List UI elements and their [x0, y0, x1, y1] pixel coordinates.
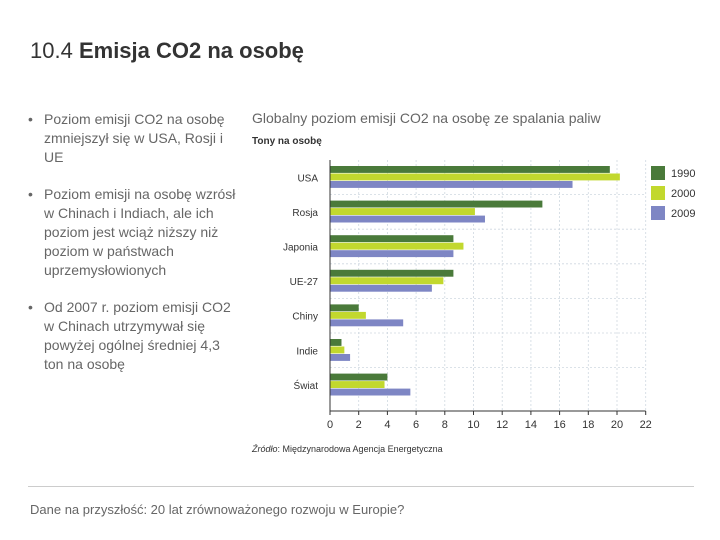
bar — [330, 373, 388, 381]
legend-swatch — [651, 186, 665, 200]
bullet-item: Poziom emisji CO2 na osobę zmniejszył si… — [28, 110, 240, 167]
bar — [330, 200, 543, 208]
bar — [330, 250, 454, 258]
x-tick-label: 8 — [442, 419, 448, 431]
x-tick-label: 16 — [553, 419, 565, 431]
bar — [330, 319, 404, 327]
x-tick-label: 20 — [611, 419, 623, 431]
bullet-item: Od 2007 r. poziom emisji CO2 w Chinach u… — [28, 298, 240, 374]
bar — [330, 215, 485, 223]
slide-title-number: 10.4 — [30, 38, 73, 63]
bullet-list: Poziom emisji CO2 na osobę zmniejszył si… — [28, 110, 240, 392]
source-text: : Międzynarodowa Agencja Energetyczna — [277, 444, 443, 454]
chart-title: Globalny poziom emisji CO2 na osobę ze s… — [252, 110, 601, 126]
x-tick-label: 14 — [525, 419, 537, 431]
category-label: Rosja — [292, 208, 318, 219]
slide-title: 10.4 Emisja CO2 na osobę — [30, 38, 304, 64]
bar — [330, 173, 620, 181]
category-label: USA — [297, 173, 318, 184]
bar — [330, 181, 573, 188]
footer-divider — [28, 486, 694, 487]
category-label: Japonia — [283, 243, 318, 254]
chart-unit-label: Tony na osobę — [252, 136, 322, 147]
x-tick-label: 6 — [413, 419, 419, 431]
bar — [330, 388, 411, 396]
bar — [330, 304, 359, 312]
bar — [330, 284, 432, 292]
footer-text: Dane na przyszłość: 20 lat zrównoważoneg… — [30, 502, 405, 517]
x-tick-label: 22 — [640, 419, 652, 431]
x-tick-label: 10 — [467, 419, 479, 431]
x-tick-label: 0 — [327, 419, 333, 431]
bar — [330, 354, 351, 361]
category-label: Chiny — [292, 312, 318, 323]
bar — [330, 339, 342, 346]
legend-label: 1990 — [671, 168, 695, 180]
bar — [330, 166, 610, 173]
chart-source: Źródło: Międzynarodowa Agencja Energetyc… — [252, 444, 443, 454]
x-tick-label: 2 — [356, 419, 362, 431]
bar — [330, 269, 454, 277]
legend-label: 2009 — [671, 208, 695, 220]
bar — [330, 311, 366, 319]
category-label: UE-27 — [290, 277, 319, 288]
bar — [330, 208, 475, 215]
bar — [330, 242, 464, 250]
legend-label: 2000 — [671, 188, 695, 200]
bar — [330, 235, 454, 243]
x-tick-label: 12 — [496, 419, 508, 431]
x-tick-label: 18 — [582, 419, 594, 431]
legend-swatch — [651, 206, 665, 220]
slide-title-text: Emisja CO2 na osobę — [78, 38, 304, 63]
bullet-item: Poziom emisji na osobę wzrósł w Chinach … — [28, 185, 240, 280]
category-label: Indie — [296, 346, 318, 357]
bar — [330, 381, 385, 388]
category-label: Świat — [294, 379, 319, 392]
source-prefix: Źródło — [252, 444, 278, 454]
bar — [330, 277, 444, 285]
legend-swatch — [651, 166, 665, 180]
x-tick-label: 4 — [384, 419, 390, 431]
bar — [330, 346, 345, 354]
